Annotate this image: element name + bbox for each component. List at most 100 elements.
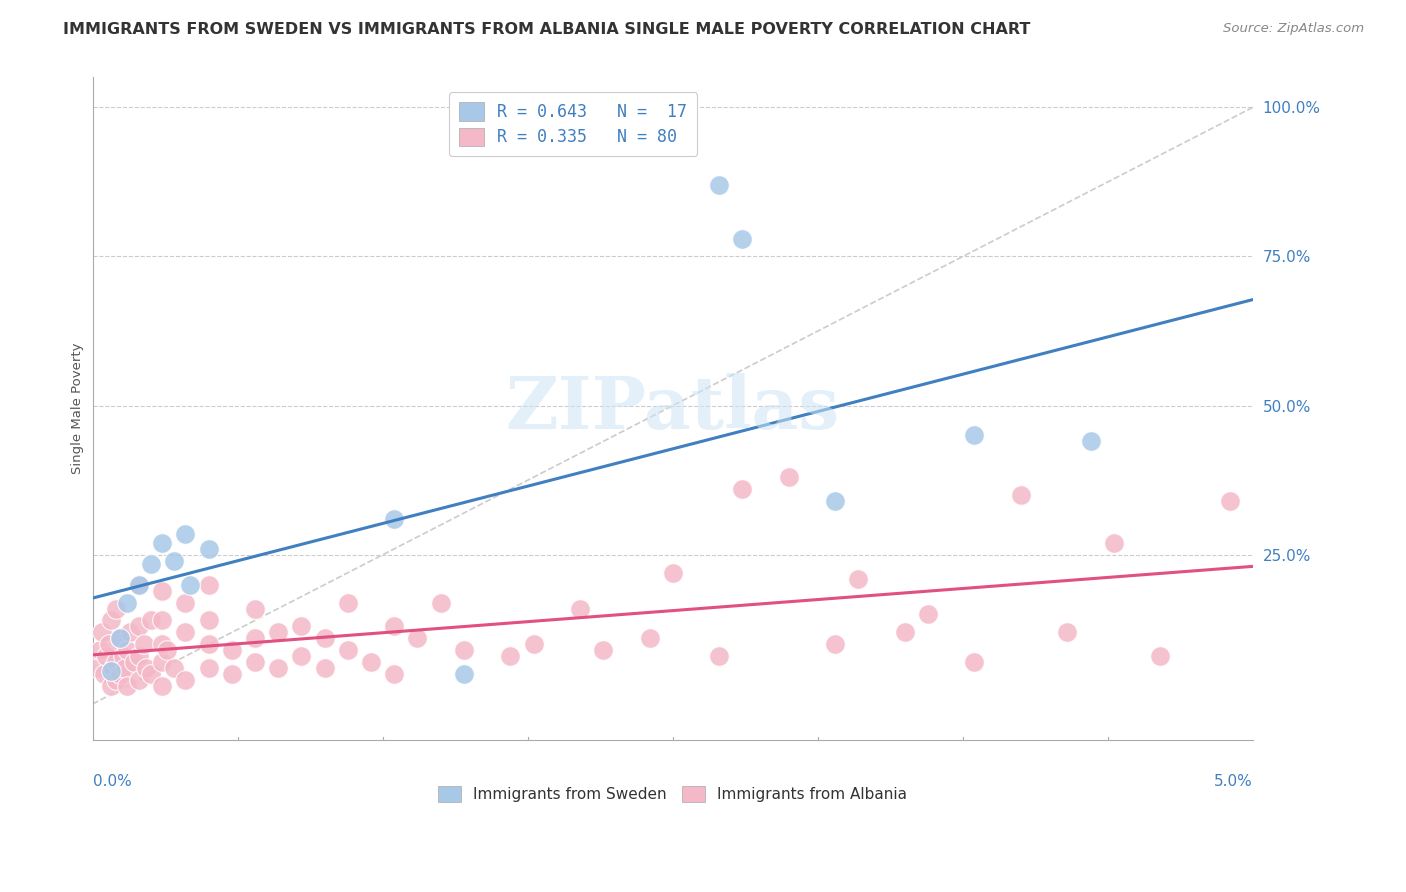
Point: [406, 632, 429, 646]
Point: [93, 667, 115, 681]
Point: [592, 643, 614, 657]
Point: [197, 541, 219, 556]
Point: [128, 673, 150, 687]
Text: 0.0%: 0.0%: [93, 774, 131, 789]
Point: [90, 625, 112, 640]
Point: [139, 667, 162, 681]
Point: [150, 655, 173, 669]
Point: [824, 637, 846, 651]
Point: [963, 428, 986, 442]
Point: [128, 577, 150, 591]
Point: [139, 614, 162, 628]
Point: [117, 595, 139, 609]
Point: [197, 577, 219, 591]
Point: [709, 649, 731, 664]
Point: [139, 557, 162, 571]
Point: [963, 655, 986, 669]
Point: [824, 494, 846, 508]
Point: [314, 661, 336, 675]
Point: [453, 667, 475, 681]
Point: [150, 536, 173, 550]
Point: [110, 667, 132, 681]
Point: [778, 470, 800, 484]
Point: [156, 643, 179, 657]
Point: [128, 619, 150, 633]
Point: [267, 625, 290, 640]
Point: [103, 661, 125, 675]
Point: [174, 625, 197, 640]
Point: [638, 632, 661, 646]
Point: [662, 566, 685, 580]
Legend: Immigrants from Sweden, Immigrants from Albania: Immigrants from Sweden, Immigrants from …: [429, 777, 917, 812]
Point: [1219, 494, 1241, 508]
Point: [382, 619, 405, 633]
Point: [221, 643, 243, 657]
Point: [382, 667, 405, 681]
Point: [917, 607, 939, 622]
Point: [568, 601, 591, 615]
Point: [104, 673, 127, 687]
Point: [96, 649, 118, 664]
Point: [150, 637, 173, 651]
Point: [382, 512, 405, 526]
Y-axis label: Single Male Poverty: Single Male Poverty: [72, 343, 84, 475]
Point: [1056, 625, 1078, 640]
Point: [336, 595, 359, 609]
Point: [100, 614, 122, 628]
Point: [104, 601, 127, 615]
Text: ZIPatlas: ZIPatlas: [506, 373, 839, 444]
Point: [179, 577, 201, 591]
Point: [197, 614, 219, 628]
Point: [197, 661, 219, 675]
Point: [118, 625, 141, 640]
Text: Source: ZipAtlas.com: Source: ZipAtlas.com: [1223, 22, 1364, 36]
Point: [429, 595, 451, 609]
Point: [174, 673, 197, 687]
Point: [111, 649, 134, 664]
Point: [336, 643, 359, 657]
Point: [104, 655, 127, 669]
Point: [86, 661, 108, 675]
Point: [848, 572, 870, 586]
Point: [117, 679, 139, 693]
Point: [1080, 434, 1102, 449]
Point: [97, 637, 120, 651]
Point: [163, 554, 186, 568]
Point: [124, 655, 146, 669]
Point: [117, 643, 139, 657]
Text: 5.0%: 5.0%: [1215, 774, 1253, 789]
Point: [174, 527, 197, 541]
Point: [132, 637, 155, 651]
Point: [243, 655, 266, 669]
Point: [731, 482, 754, 496]
Point: [290, 649, 312, 664]
Point: [1149, 649, 1171, 664]
Point: [1010, 488, 1032, 502]
Point: [150, 679, 173, 693]
Point: [360, 655, 382, 669]
Point: [243, 601, 266, 615]
Point: [128, 577, 150, 591]
Point: [100, 679, 122, 693]
Point: [174, 595, 197, 609]
Point: [894, 625, 917, 640]
Point: [197, 637, 219, 651]
Point: [290, 619, 312, 633]
Point: [267, 661, 290, 675]
Point: [89, 643, 111, 657]
Point: [114, 661, 136, 675]
Point: [110, 632, 132, 646]
Point: [110, 632, 132, 646]
Point: [731, 231, 754, 245]
Point: [522, 637, 544, 651]
Point: [100, 664, 122, 678]
Point: [163, 661, 186, 675]
Point: [499, 649, 522, 664]
Point: [135, 661, 157, 675]
Text: IMMIGRANTS FROM SWEDEN VS IMMIGRANTS FROM ALBANIA SINGLE MALE POVERTY CORRELATIO: IMMIGRANTS FROM SWEDEN VS IMMIGRANTS FRO…: [63, 22, 1031, 37]
Point: [243, 632, 266, 646]
Point: [314, 632, 336, 646]
Point: [1102, 536, 1125, 550]
Point: [709, 178, 731, 192]
Point: [221, 667, 243, 681]
